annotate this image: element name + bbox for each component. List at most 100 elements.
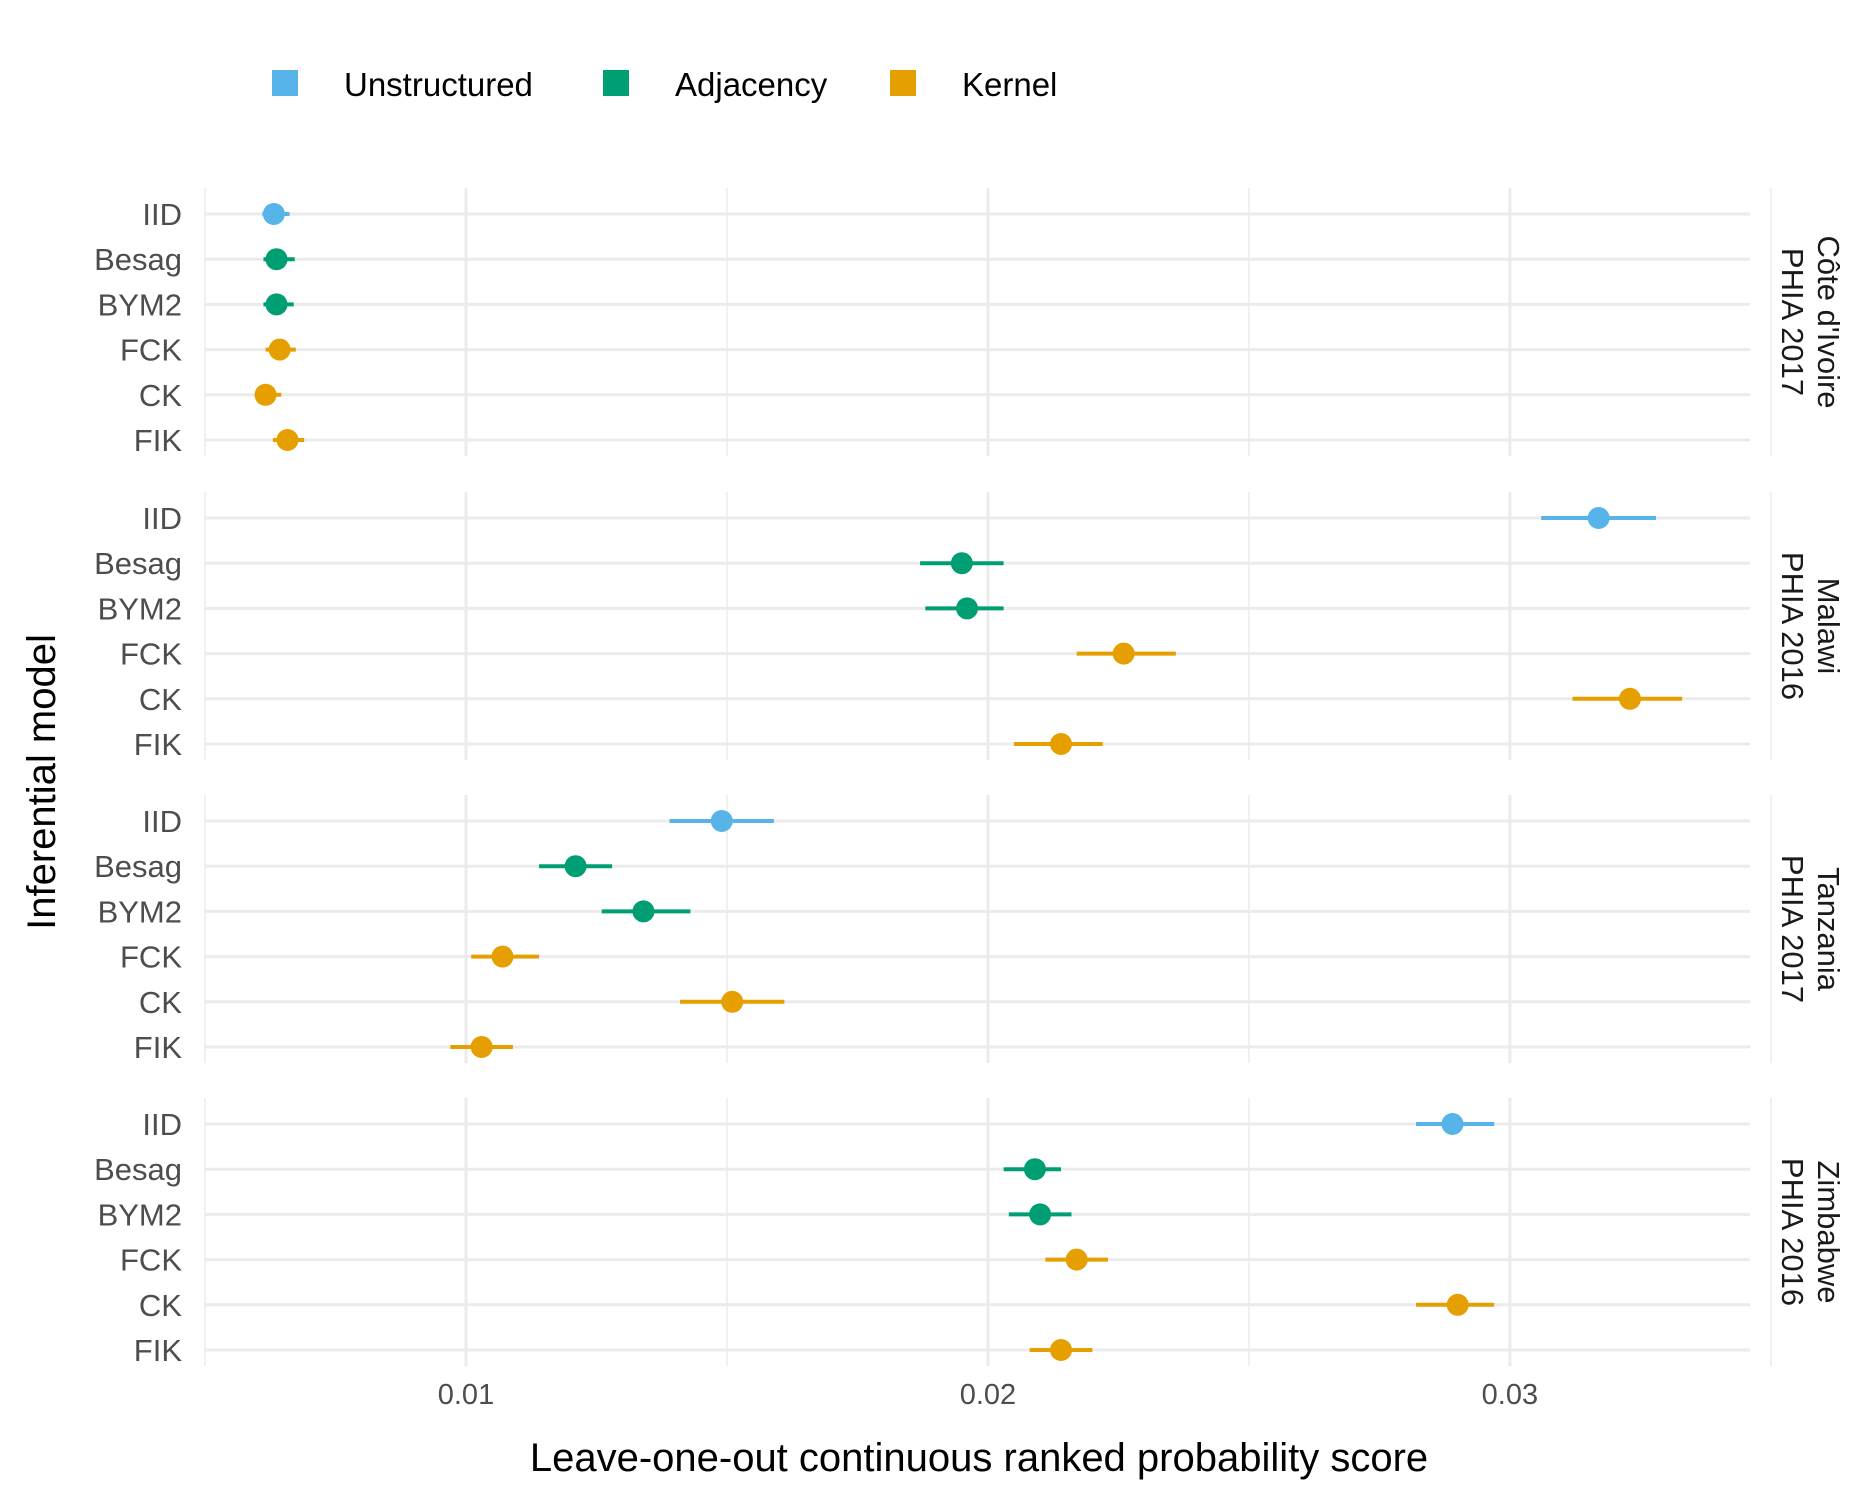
data-point-fck xyxy=(1045,1248,1108,1271)
y-tick-label: FIK xyxy=(134,1030,183,1065)
y-tick-label: FIK xyxy=(134,423,183,458)
y-tick-label: FIK xyxy=(134,727,183,762)
point-marker xyxy=(1065,1248,1088,1271)
y-tick-label: BYM2 xyxy=(98,591,182,626)
data-point-iid xyxy=(1541,507,1657,529)
facet-label-line2: PHIA 2017 xyxy=(1775,855,1810,1003)
y-tick-label: Besag xyxy=(94,849,182,884)
point-marker xyxy=(632,900,655,923)
data-point-bym2 xyxy=(263,293,294,316)
point-marker xyxy=(710,810,733,832)
y-tick-label: FCK xyxy=(120,940,182,975)
y-tick-label: IID xyxy=(142,501,182,536)
data-point-ck xyxy=(254,383,282,406)
y-tick-label: CK xyxy=(139,1288,182,1323)
facet-label-line2: PHIA 2017 xyxy=(1775,248,1810,396)
point-marker xyxy=(268,338,291,361)
legend: Unstructured Adjacency Kernel xyxy=(272,66,1057,103)
point-marker xyxy=(1029,1203,1052,1226)
data-point-ck xyxy=(1415,1293,1495,1316)
x-tick-label: 0.02 xyxy=(960,1379,1016,1411)
point-marker xyxy=(265,293,288,316)
data-point-besag xyxy=(539,855,613,878)
data-point-bym2 xyxy=(1008,1203,1072,1226)
y-tick-label: BYM2 xyxy=(98,1197,182,1232)
legend-item-unstructured: Unstructured xyxy=(272,66,533,103)
point-marker xyxy=(1587,507,1610,529)
point-marker xyxy=(1446,1293,1469,1316)
data-point-iid xyxy=(1415,1113,1495,1135)
point-marker xyxy=(1112,642,1135,665)
y-axis-label: Inferential model xyxy=(20,634,64,930)
y-tick-label: FIK xyxy=(134,1333,183,1368)
y-tick-label: CK xyxy=(139,682,182,717)
y-tick-label: CK xyxy=(139,378,182,413)
data-point-ck xyxy=(1572,687,1683,710)
data-point-ck xyxy=(679,990,785,1013)
point-marker xyxy=(265,248,288,271)
point-marker xyxy=(491,945,514,968)
legend-label: Kernel xyxy=(962,66,1057,103)
data-point-besag xyxy=(920,552,1004,575)
point-marker xyxy=(1050,733,1073,755)
y-tick-label: BYM2 xyxy=(98,287,182,322)
point-marker xyxy=(564,855,587,878)
point-marker xyxy=(276,429,299,451)
legend-label: Adjacency xyxy=(675,66,828,103)
legend-item-kernel: Kernel xyxy=(890,66,1057,103)
legend-item-adjacency: Adjacency xyxy=(603,66,828,103)
data-point-iid xyxy=(669,810,774,832)
legend-label: Unstructured xyxy=(344,66,533,103)
y-tick-label: Besag xyxy=(94,546,182,581)
data-point-fck xyxy=(471,945,540,968)
facet-label-line1: Côte d'Ivoire xyxy=(1811,235,1846,408)
facet-label-line1: Tanzania xyxy=(1811,867,1846,992)
data-point-fik xyxy=(450,1036,513,1058)
point-marker xyxy=(956,597,979,620)
y-tick-label: BYM2 xyxy=(98,894,182,929)
point-marker xyxy=(254,383,277,406)
data-point-fik xyxy=(1014,733,1103,755)
x-tick-label: 0.01 xyxy=(438,1379,494,1411)
point-marker xyxy=(1050,1339,1073,1361)
y-tick-label: FCK xyxy=(120,1243,182,1278)
data-point-fck xyxy=(1076,642,1176,665)
legend-swatch xyxy=(603,70,629,96)
data-point-fik xyxy=(272,429,305,451)
y-tick-label: FCK xyxy=(120,637,182,672)
y-tick-label: IID xyxy=(142,1107,182,1142)
y-tick-label: CK xyxy=(139,985,182,1020)
facet-label-line2: PHIA 2016 xyxy=(1775,1158,1810,1306)
y-tick-label: Besag xyxy=(94,1152,182,1187)
data-point-iid xyxy=(262,203,290,225)
data-point-fck xyxy=(265,338,296,361)
y-tick-label: Besag xyxy=(94,242,182,277)
data-point-besag xyxy=(1003,1158,1062,1181)
data-point-bym2 xyxy=(601,900,691,923)
y-tick-label: FCK xyxy=(120,333,182,368)
point-marker xyxy=(1023,1158,1046,1181)
x-axis-label: Leave-one-out continuous ranked probabil… xyxy=(530,1436,1428,1480)
legend-swatch xyxy=(272,70,298,96)
data-point-fik xyxy=(1029,1339,1093,1361)
x-axis: 0.01 0.02 0.03 xyxy=(438,1379,1538,1411)
point-marker xyxy=(262,203,285,225)
point-marker xyxy=(950,552,973,575)
x-tick-label: 0.03 xyxy=(1482,1379,1538,1411)
point-marker xyxy=(1618,687,1641,710)
facet-label-line2: PHIA 2016 xyxy=(1775,552,1810,700)
y-tick-label: IID xyxy=(142,197,182,232)
facet-label-line1: Zimbabwe xyxy=(1811,1161,1846,1304)
data-point-besag xyxy=(263,248,295,271)
point-marker xyxy=(1441,1113,1464,1135)
point-marker xyxy=(721,990,744,1013)
